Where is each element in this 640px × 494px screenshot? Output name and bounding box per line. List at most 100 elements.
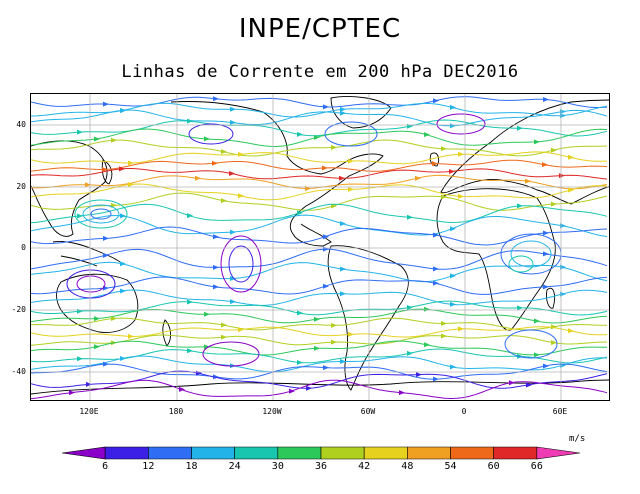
streamline-arrow — [551, 324, 557, 330]
streamline-arrow — [543, 251, 549, 257]
streamlines — [31, 96, 608, 400]
streamline-arrow — [77, 129, 83, 135]
streamline-arrow — [306, 385, 312, 391]
streamline-arrow — [86, 381, 92, 387]
streamline-arrow — [568, 154, 574, 160]
lat-label-20s: -20 — [11, 305, 26, 314]
streamline-arrow — [458, 193, 464, 199]
streamline-arrow — [517, 305, 523, 311]
circulation-eddy — [90, 208, 112, 220]
coast-eurasia — [440, 99, 609, 205]
streamline-arrow — [534, 139, 540, 145]
circulation-eddy — [188, 123, 234, 145]
circulation-eddy — [76, 275, 106, 293]
streamline-arrow — [297, 310, 303, 316]
colorbar-segment — [62, 446, 106, 460]
streamline-arrow — [340, 221, 346, 227]
streamline — [31, 96, 608, 108]
colorbar — [62, 446, 580, 460]
streamline-arrow — [517, 125, 523, 131]
colorbar-units: m/s — [569, 434, 586, 444]
streamline-arrow — [424, 306, 430, 312]
streamline-arrow — [433, 232, 439, 238]
colorbar-segment — [536, 446, 580, 460]
colorbar-segment — [320, 446, 365, 460]
streamline-arrow — [348, 186, 354, 192]
streamline-arrow — [187, 118, 193, 124]
lat-label-equator: 0 — [21, 243, 26, 252]
streamline-arrow — [339, 175, 345, 181]
streamline-arrow — [213, 96, 219, 102]
streamline-arrow — [323, 234, 329, 240]
colorbar-tick-label: 48 — [401, 461, 414, 472]
colorbar-tick-label: 18 — [185, 461, 198, 472]
streamline — [31, 192, 608, 211]
streamline-arrow — [221, 322, 227, 328]
streamline-arrow — [560, 291, 566, 297]
streamline-map — [30, 93, 610, 401]
streamline-arrow — [543, 230, 549, 236]
coastlines — [31, 96, 609, 395]
streamline-arrow — [120, 261, 126, 267]
streamline-arrow — [450, 226, 456, 232]
streamline-arrow — [560, 113, 566, 119]
streamline-arrow — [212, 160, 218, 166]
streamline-arrow — [187, 348, 193, 354]
streamline — [31, 326, 608, 338]
streamline-arrow — [230, 229, 236, 235]
circulation-eddy — [220, 235, 262, 293]
streamline — [31, 139, 608, 157]
coast-north-america — [170, 101, 384, 247]
streamline-arrow — [399, 390, 405, 396]
streamline-arrow — [415, 175, 421, 181]
streamline-arrow — [94, 316, 100, 322]
streamline-arrow — [221, 198, 227, 204]
colorbar-tick-label: 60 — [487, 461, 500, 472]
streamline — [31, 261, 608, 283]
lat-label-40s: -40 — [11, 367, 26, 376]
streamline-arrow — [323, 283, 329, 289]
streamline-arrow — [120, 213, 126, 219]
coast-antarctica — [31, 379, 609, 395]
circulation-eddy — [74, 199, 128, 229]
colorbar-segment — [191, 446, 235, 460]
streamline-arrow — [331, 144, 337, 150]
streamline — [31, 168, 608, 180]
lat-label-40n: 40 — [16, 120, 26, 129]
streamline-arrow — [551, 147, 557, 153]
circulation-eddy — [202, 341, 260, 367]
streamline-arrow — [204, 136, 210, 142]
streamline-arrow — [213, 264, 219, 270]
streamline-arrow — [128, 333, 134, 339]
streamline-arrow — [441, 333, 447, 339]
streamline-arrow — [323, 365, 329, 371]
lon-label-60w: 60W — [360, 407, 376, 416]
streamline-arrow — [213, 284, 219, 290]
streamline-arrow — [213, 374, 219, 380]
coast-australia — [56, 273, 139, 333]
streamline-arrow — [187, 299, 193, 305]
streamline — [31, 151, 608, 165]
streamline-arrow — [102, 166, 108, 172]
colorbar-segment — [148, 446, 192, 460]
streamline-arrow — [111, 137, 117, 143]
colorbar-tick-label: 24 — [228, 461, 241, 472]
colorbar-tick-label: 6 — [102, 461, 109, 472]
streamline-arrow — [297, 359, 303, 365]
circulation-eddy — [508, 255, 534, 273]
circulation-eddy — [228, 245, 254, 283]
streamline-arrow — [416, 372, 422, 378]
streamline-arrow — [433, 280, 439, 286]
chart-title: INPE/CPTEC — [238, 14, 402, 44]
lon-label-60e: 60E — [552, 407, 568, 416]
streamline-arrow — [322, 165, 328, 171]
coast-east-asia — [31, 140, 108, 237]
streamline-arrow — [340, 106, 346, 112]
colorbar-tick-label: 36 — [314, 461, 328, 472]
streamline-arrow — [128, 160, 134, 166]
streamline-arrow — [120, 107, 126, 113]
streamline-arrow — [94, 344, 100, 350]
streamline-arrow — [543, 284, 549, 290]
streamline-arrow — [509, 380, 515, 386]
streamline-arrow — [525, 178, 531, 184]
